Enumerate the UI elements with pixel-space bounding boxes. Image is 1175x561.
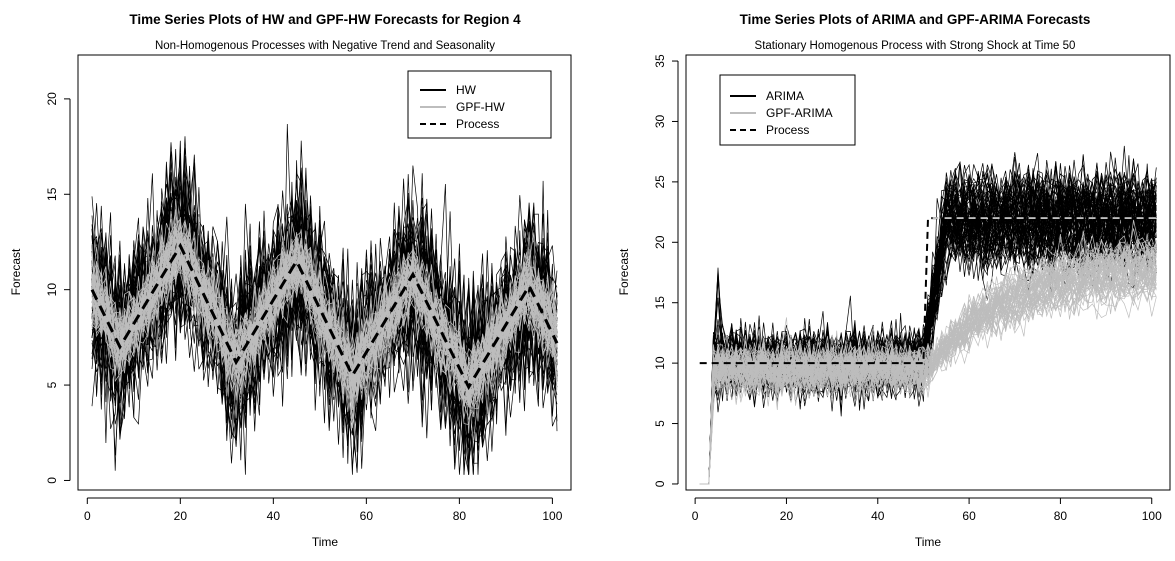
left-x-tick-label: 60 xyxy=(360,509,374,523)
left-chart-subtitle: Non-Homogenous Processes with Negative T… xyxy=(155,40,495,52)
right-arima-series xyxy=(699,145,1157,485)
left-x-axis: 0 20 40 60 80 100 xyxy=(84,497,563,523)
right-x-axis-label: Time xyxy=(915,535,942,549)
right-gpfarima-line xyxy=(699,257,1157,485)
right-legend-arima-label: ARIMA xyxy=(766,89,804,103)
right-legend-process-label: Process xyxy=(766,123,809,137)
left-x-tick-label: 100 xyxy=(542,509,562,523)
left-y-axis-label: Forecast xyxy=(9,248,23,295)
left-hw-line xyxy=(91,161,558,468)
right-x-axis: 0 20 40 60 80 100 xyxy=(692,497,1162,523)
right-legend: ARIMA GPF-ARIMA Process xyxy=(719,74,856,146)
right-gpfarima-line xyxy=(699,253,1157,485)
left-gpfhw-line xyxy=(91,225,558,406)
left-x-tick-label: 0 xyxy=(84,509,91,523)
left-legend-box xyxy=(407,70,552,139)
left-y-tick-label: 5 xyxy=(45,381,59,388)
right-y-tick-label: 15 xyxy=(653,296,667,310)
left-y-tick-label: 10 xyxy=(45,283,59,297)
right-y-tick-label: 35 xyxy=(653,54,667,68)
left-legend: HW GPF-HW Process xyxy=(407,70,552,139)
left-gpfhw-line xyxy=(91,240,558,419)
right-x-tick-label: 80 xyxy=(1054,509,1068,523)
left-gpfhw-line xyxy=(91,218,558,406)
right-y-tick-label: 0 xyxy=(653,480,667,487)
right-y-tick-label: 25 xyxy=(653,175,667,189)
right-legend-gpfarima-label: GPF-ARIMA xyxy=(766,106,833,120)
left-y-tick-label: 15 xyxy=(45,187,59,201)
right-x-tick-label: 100 xyxy=(1142,509,1162,523)
left-x-tick-label: 20 xyxy=(174,509,188,523)
left-chart: Time Series Plots of HW and GPF-HW Forec… xyxy=(9,12,572,549)
right-arima-line xyxy=(699,163,1157,485)
left-legend-gpfhw-label: GPF-HW xyxy=(456,100,505,114)
right-x-tick-label: 20 xyxy=(780,509,794,523)
right-series-layer xyxy=(699,145,1157,485)
left-hw-line xyxy=(91,200,558,451)
left-x-tick-label: 80 xyxy=(453,509,467,523)
left-x-axis-label: Time xyxy=(312,535,339,549)
left-chart-title: Time Series Plots of HW and GPF-HW Forec… xyxy=(129,12,521,27)
right-y-tick-label: 30 xyxy=(653,114,667,128)
right-y-axis: 0 5 10 15 20 25 30 35 xyxy=(653,54,679,487)
right-y-tick-label: 10 xyxy=(653,356,667,370)
left-y-tick-label: 20 xyxy=(45,92,59,106)
left-gpfhw-line xyxy=(91,217,558,406)
left-legend-hw-label: HW xyxy=(456,83,477,97)
right-legend-box xyxy=(719,74,856,146)
right-x-tick-label: 40 xyxy=(871,509,885,523)
left-gpfhw-series xyxy=(91,198,558,443)
right-x-tick-label: 0 xyxy=(692,509,699,523)
right-gpfarima-series xyxy=(699,219,1157,485)
right-y-axis-label: Forecast xyxy=(617,248,631,295)
right-gpfarima-line xyxy=(699,230,1157,485)
left-series-layer xyxy=(90,123,559,475)
right-gpfarima-line xyxy=(699,261,1157,485)
left-gpfhw-line xyxy=(91,256,558,426)
left-legend-process-label: Process xyxy=(456,117,499,131)
right-x-tick-label: 60 xyxy=(962,509,976,523)
left-y-tick-label: 0 xyxy=(45,477,59,484)
right-y-tick-label: 5 xyxy=(653,420,667,427)
left-x-tick-label: 40 xyxy=(267,509,281,523)
right-gpfarima-line xyxy=(699,261,1157,485)
right-chart: Time Series Plots of ARIMA and GPF-ARIMA… xyxy=(617,12,1171,549)
right-plot-frame xyxy=(685,54,1171,491)
right-gpfarima-line xyxy=(699,240,1157,485)
left-process-line xyxy=(90,242,559,391)
right-chart-subtitle: Stationary Homogenous Process with Stron… xyxy=(755,40,1076,52)
left-plot-frame xyxy=(77,54,572,491)
left-y-axis: 0 5 10 15 20 xyxy=(45,92,71,484)
right-chart-title: Time Series Plots of ARIMA and GPF-ARIMA… xyxy=(740,12,1091,27)
right-y-tick-label: 20 xyxy=(653,235,667,249)
